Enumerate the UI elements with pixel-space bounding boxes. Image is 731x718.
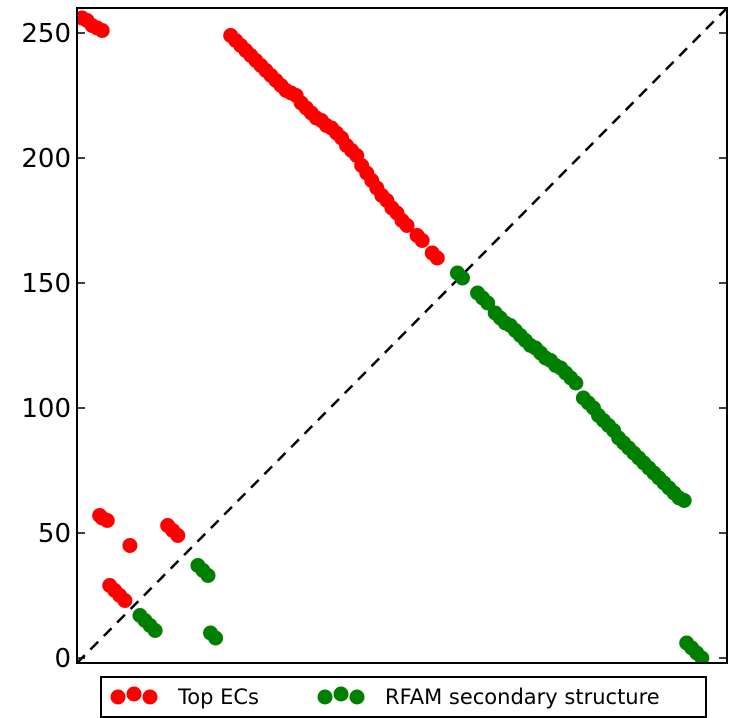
data-point [117, 593, 133, 608]
legend-entry-2: RFAM secondary structure [317, 685, 660, 709]
data-point [147, 623, 163, 638]
data-point [99, 513, 115, 528]
diagonal-reference-line [77, 8, 727, 663]
plot-frame [76, 7, 728, 664]
y-tick-label: 250 [21, 19, 71, 49]
data-point [454, 270, 470, 286]
legend-label: RFAM secondary structure [385, 685, 660, 709]
y-axis: 0 50 100 150 200 250 [21, 19, 727, 674]
series-1 [77, 10, 445, 608]
data-point [170, 528, 186, 543]
legend: Top ECs RFAM secondary structure [100, 676, 707, 718]
y-tick-label: 50 [38, 519, 71, 549]
data-point [429, 250, 445, 266]
y-tick-label: 100 [21, 394, 71, 424]
data-point [122, 538, 138, 553]
legend-marker [349, 689, 365, 705]
legend-entry-1: Top ECs [110, 685, 259, 709]
plot-marks [77, 8, 727, 663]
data-point [694, 650, 710, 663]
data-point [568, 375, 584, 391]
data-point [414, 233, 430, 248]
legend-marker [333, 686, 349, 702]
data-point [208, 630, 224, 646]
series-2 [132, 265, 710, 663]
legend-label: Top ECs [177, 685, 259, 709]
y-tick-label: 200 [21, 144, 71, 174]
legend-marker [110, 689, 126, 705]
data-point [200, 568, 216, 583]
legend-marker [126, 686, 142, 702]
y-tick-label: 150 [21, 269, 71, 299]
legend-marker [317, 689, 333, 705]
data-point [94, 23, 110, 38]
data-point [399, 218, 415, 233]
y-tick-label: 0 [54, 644, 71, 674]
data-point [676, 493, 692, 508]
legend-marker [142, 689, 158, 705]
legend-box [100, 676, 707, 718]
